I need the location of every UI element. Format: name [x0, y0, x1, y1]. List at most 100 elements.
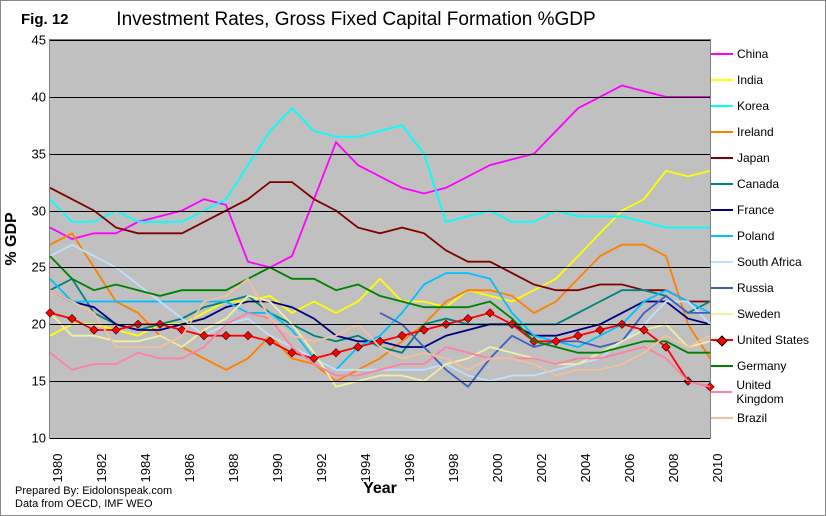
- xtick-label: 1990: [270, 454, 285, 483]
- legend-item: Korea: [711, 93, 819, 119]
- xtick-label: 1996: [402, 454, 417, 483]
- legend-label: China: [737, 47, 768, 61]
- xtick-label: 2006: [622, 454, 637, 483]
- legend-swatch: [711, 287, 733, 289]
- legend: China India Korea Ireland Japan Canada France P…: [711, 41, 819, 431]
- legend-label: Japan: [737, 151, 770, 165]
- xtick-label: 1998: [446, 454, 461, 483]
- legend-item: China: [711, 41, 819, 67]
- footer-prepared-by: Prepared By: Eidolonspeak.com: [15, 485, 172, 498]
- xtick-label: 1982: [94, 454, 109, 483]
- gridline-h: [50, 324, 710, 325]
- legend-swatch: [711, 209, 733, 211]
- series-line-india: [50, 171, 710, 336]
- series-marker: [244, 331, 252, 339]
- series-marker: [486, 309, 494, 317]
- legend-label: Poland: [737, 229, 774, 243]
- legend-label: United States: [737, 333, 809, 347]
- legend-item: India: [711, 67, 819, 93]
- series-line-japan: [50, 182, 710, 301]
- y-axis-title: % GDP: [3, 212, 21, 265]
- xtick-label: 2008: [666, 454, 681, 483]
- legend-label: Korea: [737, 99, 769, 113]
- legend-label: Germany: [737, 359, 786, 373]
- ytick-label: 30: [32, 203, 46, 218]
- legend-swatch: [711, 183, 733, 185]
- legend-item: Poland: [711, 223, 819, 249]
- ytick-label: 20: [32, 317, 46, 332]
- legend-swatch: [711, 105, 733, 107]
- series-marker: [574, 331, 582, 339]
- gridline-h: [50, 381, 710, 382]
- xtick-label: 1980: [50, 454, 65, 483]
- legend-item: Brazil: [711, 405, 819, 431]
- series-marker: [68, 314, 76, 322]
- xtick-label: 2000: [490, 454, 505, 483]
- legend-swatch: [711, 53, 733, 55]
- gridline-h: [50, 211, 710, 212]
- legend-swatch: [711, 79, 733, 81]
- legend-label: France: [737, 203, 774, 217]
- legend-label: South Africa: [737, 255, 802, 269]
- ytick-label: 15: [32, 374, 46, 389]
- xtick-label: 2002: [534, 454, 549, 483]
- legend-swatch: [711, 261, 733, 263]
- xtick-label: 1992: [314, 454, 329, 483]
- legend-swatch: [711, 391, 732, 393]
- xtick-label: 2010: [710, 454, 725, 483]
- ytick-label: 40: [32, 89, 46, 104]
- xtick-label: 1984: [138, 454, 153, 483]
- legend-swatch: [711, 131, 733, 133]
- legend-item: Germany: [711, 353, 819, 379]
- legend-label: United Kingdom: [736, 378, 819, 406]
- xtick-label: 1994: [358, 454, 373, 483]
- gridline-h: [50, 438, 710, 439]
- ytick-label: 45: [32, 33, 46, 48]
- xtick-label: 1986: [182, 454, 197, 483]
- footer-data-source: Data from OECD, IMF WEO: [15, 498, 172, 511]
- legend-swatch: [711, 339, 733, 341]
- legend-label: Brazil: [737, 411, 767, 425]
- legend-item: France: [711, 197, 819, 223]
- legend-label: Russia: [737, 281, 774, 295]
- series-marker: [552, 337, 560, 345]
- series-line-ireland: [50, 233, 710, 381]
- legend-item: Russia: [711, 275, 819, 301]
- gridline-h: [50, 97, 710, 98]
- series-marker: [222, 331, 230, 339]
- series-marker: [90, 326, 98, 334]
- xtick-label: 2004: [578, 454, 593, 483]
- legend-label: Ireland: [737, 125, 774, 139]
- line-series-svg: [50, 40, 710, 438]
- series-marker: [596, 326, 604, 334]
- legend-swatch: [711, 417, 733, 419]
- legend-item: South Africa: [711, 249, 819, 275]
- series-line-china: [50, 86, 710, 268]
- chart-title: Investment Rates, Gross Fixed Capital Fo…: [1, 9, 711, 31]
- legend-item: Canada: [711, 171, 819, 197]
- legend-label: Sweden: [737, 307, 780, 321]
- ytick-label: 25: [32, 260, 46, 275]
- legend-item: Japan: [711, 145, 819, 171]
- legend-swatch: [711, 313, 733, 315]
- gridline-h: [50, 267, 710, 268]
- series-marker: [332, 348, 340, 356]
- figure-footer: Prepared By: Eidolonspeak.com Data from …: [15, 485, 172, 511]
- legend-swatch: [711, 157, 733, 159]
- legend-item: United States: [711, 327, 819, 353]
- gridline-h: [50, 154, 710, 155]
- legend-label: India: [737, 73, 763, 87]
- xtick-label: 1988: [226, 454, 241, 483]
- legend-label: Canada: [737, 177, 779, 191]
- figure-container: Fig. 12 Investment Rates, Gross Fixed Ca…: [0, 0, 826, 516]
- plot-area: % GDP Year 10152025303540451980198219841…: [49, 39, 711, 439]
- series-marker: [112, 326, 120, 334]
- series-marker: [464, 314, 472, 322]
- legend-swatch: [711, 365, 733, 367]
- legend-swatch: [711, 235, 733, 237]
- ytick-label: 10: [32, 431, 46, 446]
- legend-item: Ireland: [711, 119, 819, 145]
- gridline-h: [50, 40, 710, 41]
- ytick-label: 35: [32, 146, 46, 161]
- legend-item: Sweden: [711, 301, 819, 327]
